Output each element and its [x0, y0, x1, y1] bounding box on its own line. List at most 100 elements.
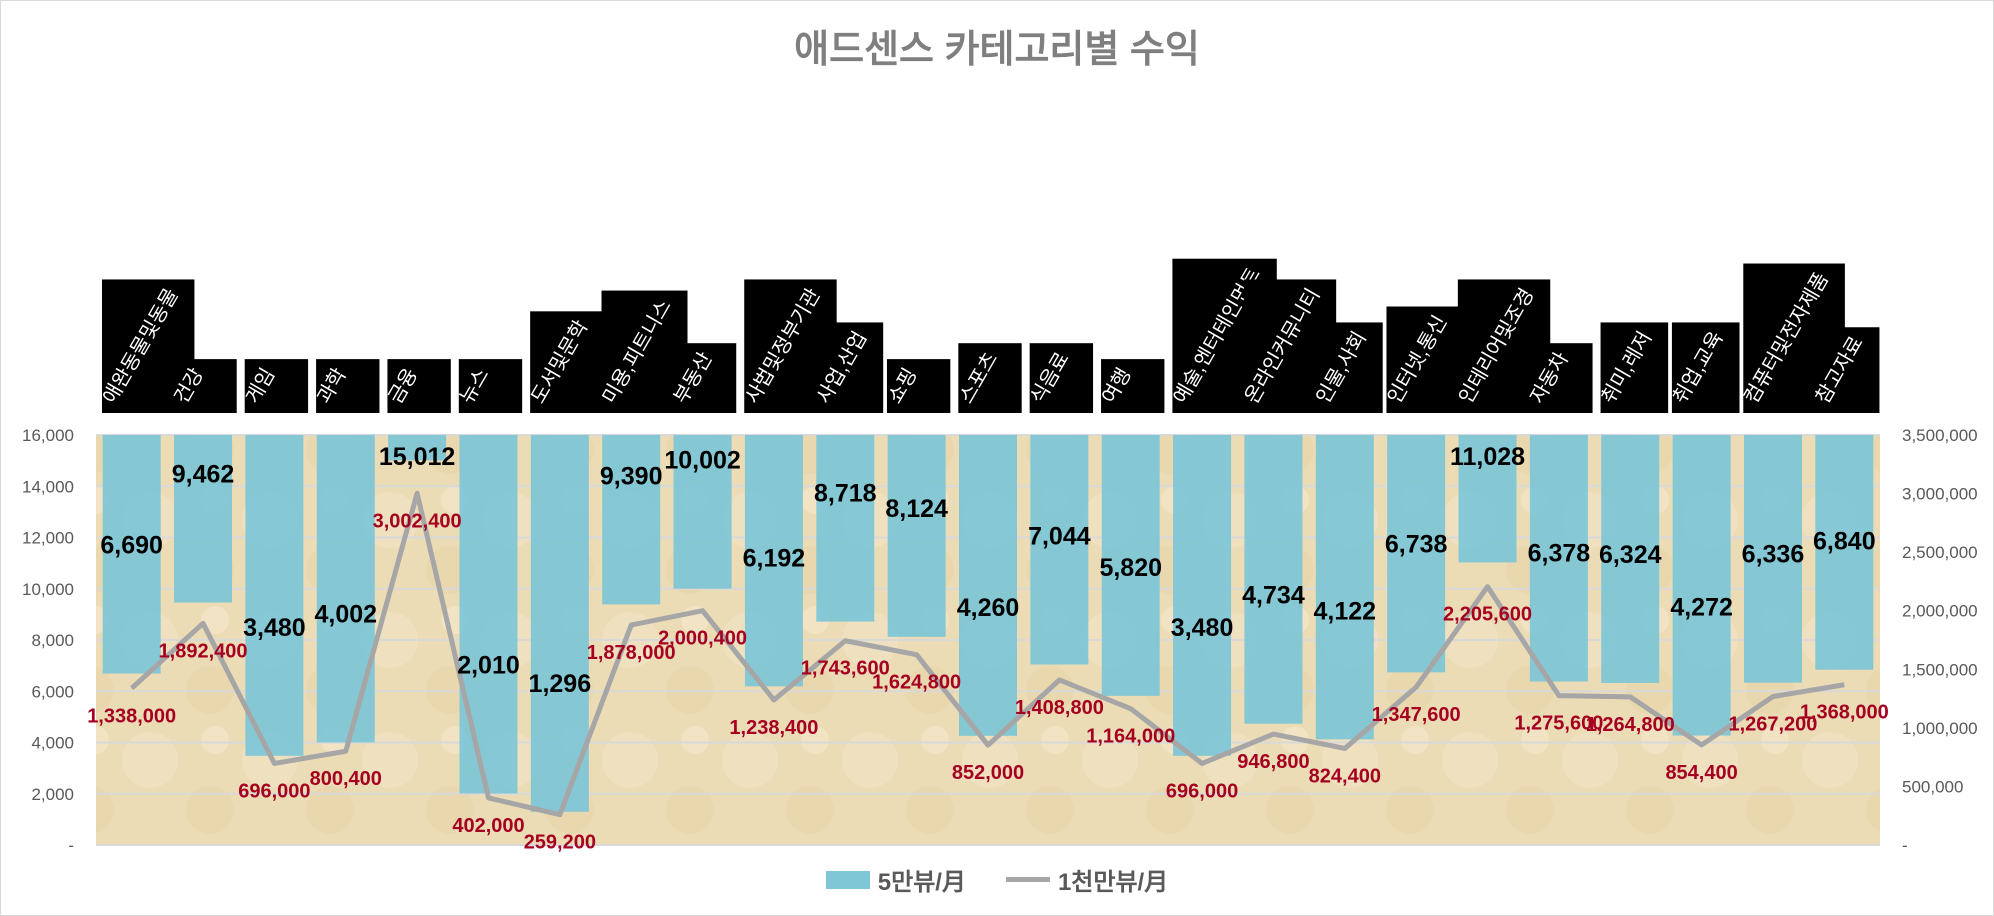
- category-label-box: [672, 343, 737, 413]
- y-left-tick-label: 6,000: [31, 682, 74, 701]
- line-data-label: 696,000: [238, 780, 310, 802]
- line-data-label: 2,000,400: [658, 628, 747, 650]
- y-right-tick-label: 3,000,000: [1902, 485, 1978, 504]
- bar: [1672, 435, 1731, 736]
- bar-data-label: 6,840: [1813, 528, 1876, 556]
- y-left-tick-label: 10,000: [22, 580, 74, 599]
- category-label-box: [1315, 322, 1383, 413]
- line-data-label: 1,624,800: [872, 672, 961, 694]
- y-left-tick-label: 16,000: [22, 426, 74, 445]
- bar-data-label: 6,690: [100, 532, 163, 560]
- category-label-box: [530, 311, 605, 413]
- line-data-label: 1,878,000: [587, 642, 676, 664]
- bar-data-label: 4,260: [957, 594, 1020, 622]
- y-left-tick-label: 14,000: [22, 477, 74, 496]
- bar: [1030, 435, 1089, 665]
- legend-item-line: 1천만뷰/月: [1005, 862, 1169, 897]
- line-data-label: 1,267,200: [1728, 714, 1817, 736]
- bar-data-label: 7,044: [1028, 522, 1091, 550]
- y-right-tick-label: 1,000,000: [1902, 719, 1978, 738]
- line-data-label: 1,264,800: [1586, 714, 1675, 736]
- bar-data-label: 6,192: [743, 544, 806, 572]
- bar-data-label: 6,336: [1742, 541, 1805, 569]
- bar: [1529, 435, 1588, 682]
- line-data-label: 2,205,600: [1443, 604, 1532, 626]
- line-data-label: 1,164,000: [1086, 726, 1175, 748]
- bar-data-label: 1,296: [529, 670, 592, 698]
- bar-data-label: 10,002: [664, 447, 740, 475]
- bar-data-label: 9,390: [600, 462, 663, 490]
- category-label-box: [458, 359, 523, 413]
- bar-data-label: 8,124: [885, 495, 948, 523]
- category-label-box: [1671, 322, 1740, 413]
- bar: [1101, 435, 1160, 696]
- line-data-label: 3,002,400: [373, 510, 462, 532]
- bar: [316, 435, 375, 743]
- bar: [602, 435, 661, 605]
- line-data-label: 1,238,400: [729, 717, 818, 739]
- category-label-box: [815, 322, 884, 413]
- bar: [1244, 435, 1303, 724]
- bar-data-label: 4,002: [314, 600, 377, 628]
- line-data-label: 852,000: [952, 762, 1024, 784]
- y-left-tick-label: -: [68, 836, 74, 855]
- bar: [459, 435, 518, 794]
- line-data-label: 1,347,600: [1372, 704, 1461, 726]
- bar-data-label: 3,480: [243, 614, 306, 642]
- line-series: [129, 490, 1845, 818]
- bar-data-label: 5,820: [1099, 554, 1162, 582]
- y-right-tick-label: -: [1902, 836, 1908, 855]
- bar: [1815, 435, 1874, 670]
- bar: [673, 435, 732, 589]
- y-left-tick-label: 4,000: [31, 734, 74, 753]
- bar: [388, 435, 447, 461]
- bar: [1601, 435, 1660, 683]
- category-label-box: [387, 359, 451, 413]
- category-label-box: [1600, 322, 1669, 413]
- category-label-box: [244, 359, 309, 413]
- legend-label: 1천만뷰/月: [1057, 869, 1169, 896]
- legend-item-bar: 5만뷰/月: [825, 862, 966, 897]
- category-label-box: [1101, 359, 1165, 413]
- y-right-tick-label: 1,500,000: [1902, 660, 1978, 679]
- y-left-tick-label: 2,000: [31, 785, 74, 804]
- line-data-label: 824,400: [1309, 765, 1381, 787]
- category-label-box: [958, 343, 1022, 413]
- bar-data-label: 4,734: [1242, 582, 1305, 610]
- category-label-box: [316, 359, 380, 413]
- bar-data-label: 9,462: [172, 461, 235, 489]
- legend-swatch-bar: [825, 870, 870, 889]
- category-label-box: [173, 359, 237, 413]
- bar-data-label: 6,378: [1528, 540, 1591, 568]
- y-right-tick-label: 500,000: [1902, 777, 1963, 796]
- bar: [1458, 435, 1517, 563]
- category-label-box: [1386, 306, 1464, 413]
- category-label-box: [1029, 343, 1094, 413]
- line-data-label: 1,408,800: [1015, 697, 1104, 719]
- y-left-tick-label: 12,000: [22, 529, 74, 548]
- chart-title: 애드센스 카테고리별 수익: [794, 29, 1200, 71]
- category-label-box: [886, 359, 951, 413]
- bar: [174, 435, 233, 603]
- category-label-box: [1814, 327, 1880, 413]
- bar: [102, 435, 161, 674]
- category-label-box: [1529, 343, 1593, 413]
- bar-data-label: 8,718: [814, 480, 877, 508]
- bar: [245, 435, 304, 756]
- bar-data-label: 4,272: [1670, 594, 1733, 622]
- line-data-label: 854,400: [1665, 762, 1737, 784]
- y-right-tick-label: 3,500,000: [1902, 426, 1978, 445]
- line-data-label: 1,892,400: [159, 640, 248, 662]
- bar-data-label: 6,324: [1599, 541, 1662, 569]
- legend-swatch-line: [1005, 877, 1050, 882]
- bar: [887, 435, 946, 637]
- legend-label: 5만뷰/月: [877, 869, 966, 896]
- bar: [1173, 435, 1232, 756]
- line-data-label: 696,000: [1166, 780, 1238, 802]
- y-left-tick-label: 8,000: [31, 631, 74, 650]
- bar: [1315, 435, 1374, 740]
- bar-data-label: 6,738: [1385, 530, 1448, 558]
- bar: [530, 435, 589, 812]
- line-data-label: 946,800: [1237, 751, 1309, 773]
